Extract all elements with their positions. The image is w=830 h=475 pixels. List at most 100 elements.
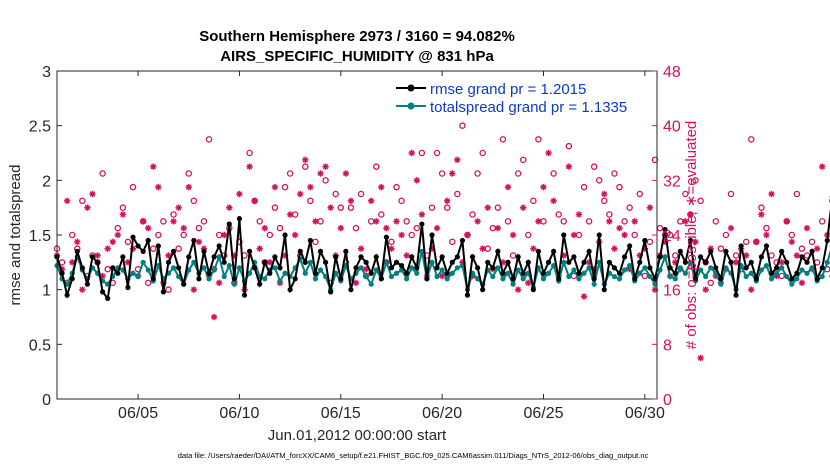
rmse-point — [348, 287, 353, 292]
obs-possible-marker — [120, 205, 125, 210]
rmse-point — [222, 260, 227, 265]
totalspread-point — [440, 267, 445, 272]
totalspread-point — [541, 276, 546, 281]
obs-evaluated-marker — [647, 204, 653, 210]
rmse-point — [673, 271, 678, 276]
obs-possible-marker — [313, 239, 318, 244]
rmse-point — [551, 249, 556, 254]
totalspread-point — [141, 260, 146, 265]
rmse-point — [647, 265, 652, 270]
totalspread-point — [764, 263, 769, 268]
rmse-point — [141, 249, 146, 254]
obs-possible-marker — [191, 198, 196, 203]
obs-evaluated-marker — [403, 252, 409, 258]
obs-evaluated-marker — [383, 225, 389, 231]
rmse-point — [622, 254, 627, 259]
obs-evaluated-marker — [338, 225, 344, 231]
obs-possible-marker — [612, 171, 617, 176]
obs-evaluated-marker — [191, 286, 197, 292]
rmse-point — [531, 287, 536, 292]
obs-evaluated-marker — [768, 191, 774, 197]
rmse-point — [500, 271, 505, 276]
obs-possible-marker — [146, 280, 151, 285]
rmse-point — [196, 276, 201, 281]
rmse-point — [379, 276, 384, 281]
obs-evaluated-marker — [550, 198, 556, 204]
obs-possible-marker — [541, 219, 546, 224]
totalspread-point — [744, 274, 749, 279]
rmse-point — [252, 265, 257, 270]
obs-possible-marker — [617, 185, 622, 190]
obs-evaluated-marker — [601, 191, 607, 197]
obs-evaluated-marker — [343, 170, 349, 176]
x-tick-label: 06/25 — [523, 405, 563, 422]
obs-possible-marker — [440, 171, 445, 176]
obs-possible-marker — [794, 191, 799, 196]
obs-possible-marker — [622, 219, 627, 224]
obs-possible-marker — [186, 171, 191, 176]
rmse-point — [480, 287, 485, 292]
rmse-point — [186, 254, 191, 259]
obs-possible-marker — [744, 239, 749, 244]
obs-possible-marker — [125, 239, 130, 244]
obs-possible-marker — [348, 205, 353, 210]
rmse-point — [419, 221, 424, 226]
obs-possible-marker — [521, 157, 526, 162]
rmse-point — [414, 265, 419, 270]
totalspread-point — [445, 276, 450, 281]
obs-possible-marker — [80, 198, 85, 203]
rmse-point — [125, 285, 130, 290]
totalspread-point — [404, 276, 409, 281]
obs-evaluated-marker — [535, 218, 541, 224]
rmse-point — [206, 271, 211, 276]
rmse-point — [100, 289, 105, 294]
rmse-point — [485, 260, 490, 265]
rmse-point — [764, 243, 769, 248]
rmse-point — [592, 276, 597, 281]
obs-possible-marker — [820, 219, 825, 224]
totalspread-point — [581, 271, 586, 276]
rmse-point — [440, 254, 445, 259]
rmse-point — [739, 243, 744, 248]
totalspread-point — [206, 276, 211, 281]
obs-evaluated-marker — [758, 211, 764, 217]
rmse-point — [343, 249, 348, 254]
y2-axis-label: # of obs: o=possible; ∗=evaluated — [683, 121, 700, 350]
rmse-point — [333, 254, 338, 259]
totalspread-point — [592, 282, 597, 287]
obs-possible-marker — [389, 239, 394, 244]
y-tick-label: 0.5 — [29, 337, 51, 354]
rmse-point — [237, 216, 242, 221]
rmse-point — [369, 271, 374, 276]
obs-possible-marker — [201, 219, 206, 224]
rmse-point — [429, 232, 434, 237]
rmse-point — [328, 289, 333, 294]
y2-tick-label: 40 — [663, 119, 681, 136]
obs-possible-marker — [627, 205, 632, 210]
obs-possible-marker — [267, 232, 272, 237]
rmse-point — [374, 254, 379, 259]
totalspread-point — [668, 274, 673, 279]
rmse-point — [465, 293, 470, 298]
rmse-point — [353, 265, 358, 270]
totalspread-point — [774, 271, 779, 276]
rmse-point — [794, 271, 799, 276]
obs-possible-marker — [505, 219, 510, 224]
totalspread-point — [364, 274, 369, 279]
rmse-point — [70, 276, 75, 281]
totalspread-point — [647, 274, 652, 279]
y2-tick-label: 48 — [663, 64, 681, 81]
obs-evaluated-marker — [348, 198, 354, 204]
obs-possible-marker — [257, 219, 262, 224]
obs-evaluated-marker — [753, 239, 759, 245]
obs-evaluated-marker — [216, 280, 222, 286]
rmse-point — [602, 287, 607, 292]
totalspread-point — [571, 267, 576, 272]
obs-possible-marker — [217, 232, 222, 237]
rmse-point — [80, 265, 85, 270]
obs-evaluated-marker — [702, 286, 708, 292]
rmse-point — [607, 260, 612, 265]
totalspread-point — [510, 282, 515, 287]
obs-possible-marker — [561, 219, 566, 224]
